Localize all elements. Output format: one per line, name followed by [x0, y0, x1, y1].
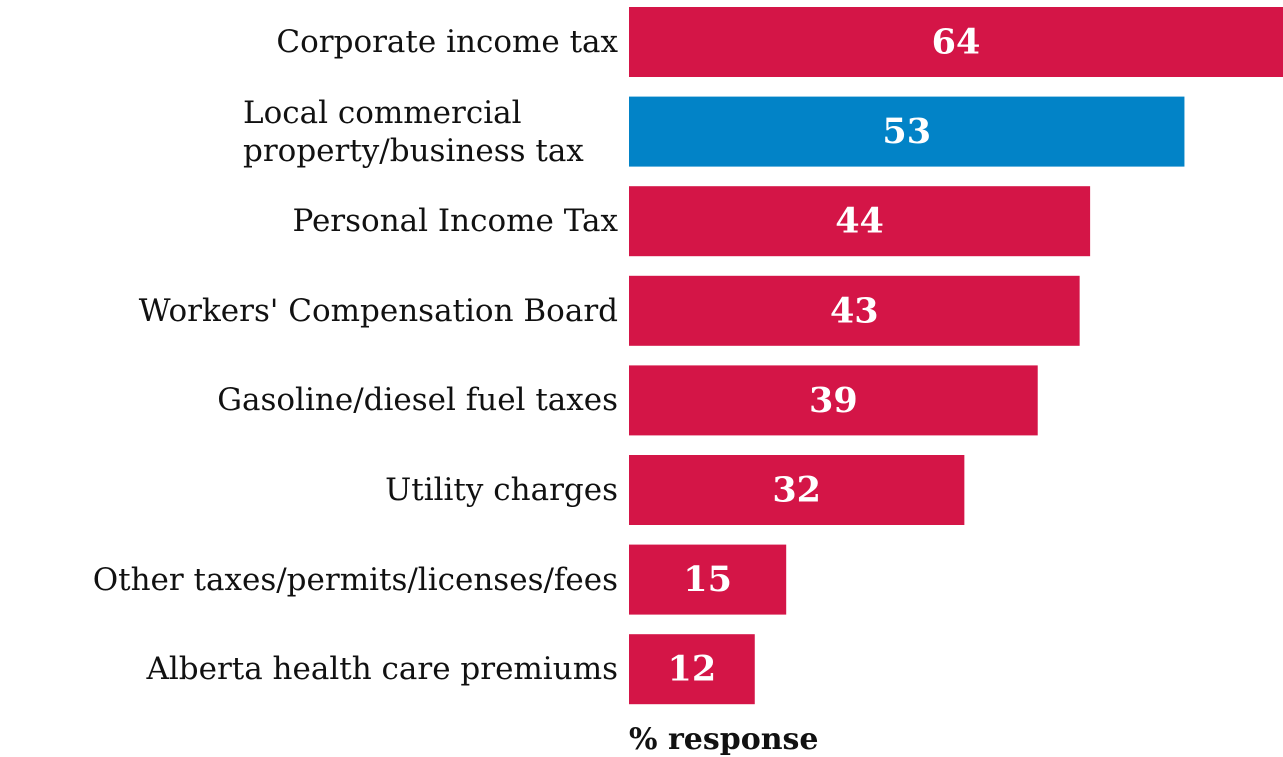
category-label: Local commercial property/business tax [243, 94, 584, 169]
category-label: Other taxes/permits/licenses/fees [92, 561, 618, 598]
value-label: 43 [830, 290, 879, 331]
value-label: 32 [772, 470, 821, 511]
bar [629, 275, 1080, 346]
category-label: Personal Income Tax [292, 203, 619, 240]
category-label: Corporate income tax [276, 24, 618, 60]
value-label: 44 [835, 201, 884, 242]
bar [629, 455, 965, 525]
category-label: Gasoline/diesel fuel taxes [217, 382, 618, 419]
bar [629, 96, 1185, 167]
bar [629, 365, 1038, 436]
category-label: Utility charges [385, 472, 618, 508]
bar [629, 544, 787, 615]
bar [629, 186, 1091, 257]
value-label: 15 [683, 559, 732, 600]
value-label: 64 [932, 22, 981, 63]
bar [629, 634, 755, 705]
value-label: 12 [668, 649, 717, 690]
value-label: 53 [882, 111, 931, 152]
bar [629, 7, 1283, 77]
category-label: Workers' Compensation Board [138, 292, 618, 329]
category-label: Alberta health care premiums [146, 651, 618, 688]
x-axis-label: % response [629, 722, 819, 757]
value-label: 39 [809, 380, 858, 421]
